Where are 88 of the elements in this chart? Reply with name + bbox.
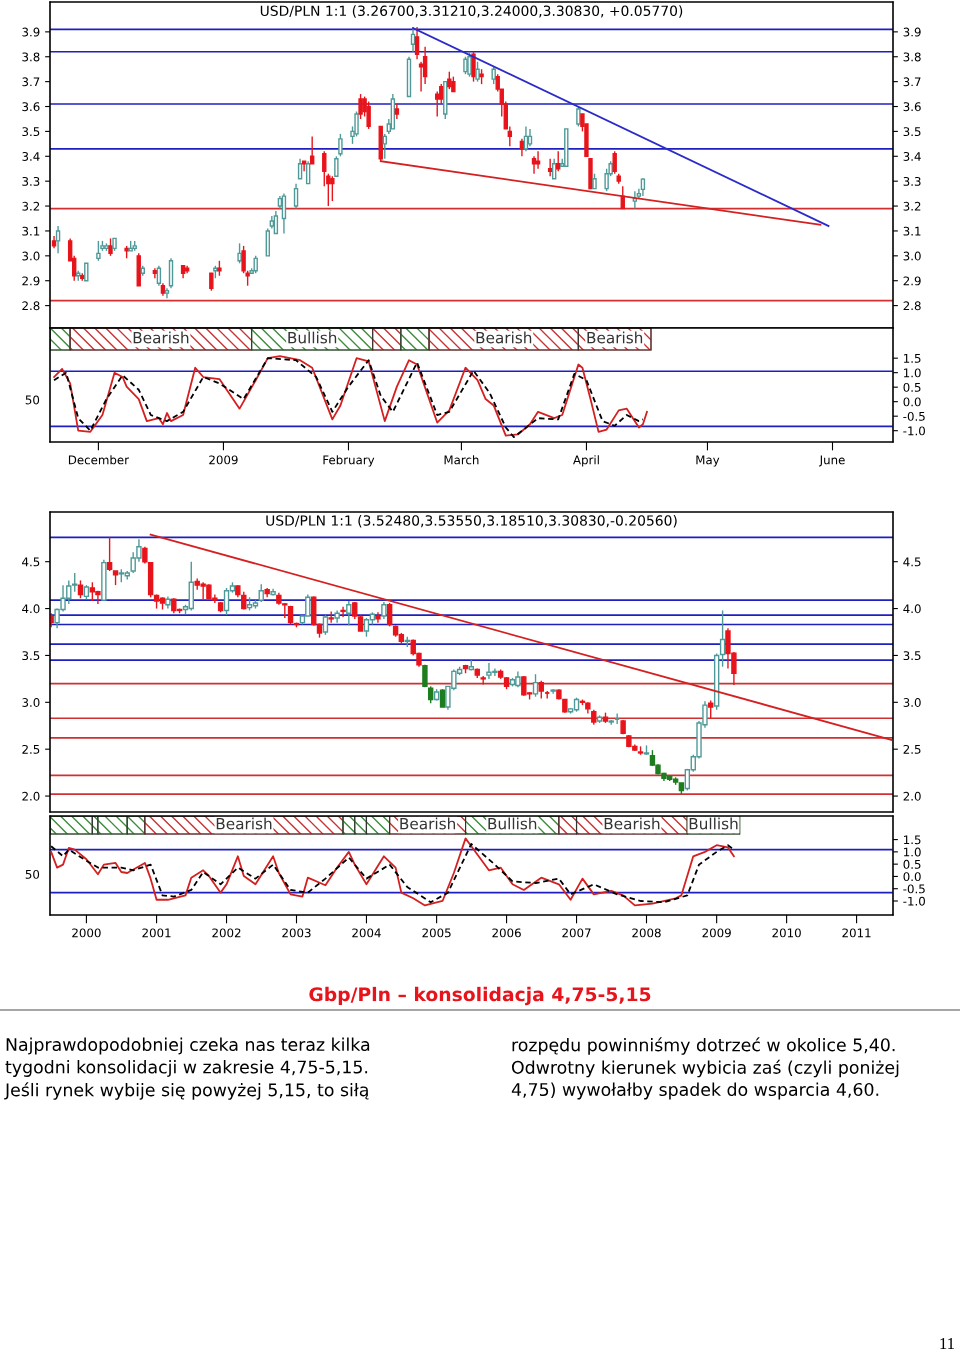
y2-tick-label: 0.0 [903,397,921,407]
y-tick-label: 3.3 [22,176,40,186]
x-tick-label: 2003 [282,928,311,938]
x-tick-label: April [573,455,599,467]
x-tick-label: 2011 [842,928,871,938]
text: tygodni konsolidacji w zakresie 4,75-5,15. [5,1060,368,1077]
band-label: Bullish [288,331,337,344]
x-tick-label: 2004 [352,928,381,938]
text: Gbp/Pln – konsolidacja 4,75-5,15 [309,986,651,1006]
y2-tick-label: 0.0 [903,872,921,882]
y-tick-label: 3.5 [22,127,40,137]
y2-tick-label: 3.3 [903,176,921,186]
y-tick-label: 2.0 [22,791,40,801]
x-tick-label: 2006 [492,928,521,938]
y2-tick-label: -1.0 [903,426,925,436]
y-tick-label: 3.0 [22,698,40,707]
band-label: Bearish [476,331,532,344]
text: Odwrotny kierunek wybicia zaś (czyli poniżej [511,1059,899,1078]
x-tick-label: 2005 [422,928,451,938]
y2-tick-label: 1.5 [904,354,921,363]
y-tick-label: 3.0 [22,251,40,261]
y2-tick-label: 3.5 [903,651,921,661]
y2-tick-label: 1.0 [904,368,921,378]
y-tick-label: 3.8 [22,52,40,62]
x-tick-label: March [444,455,479,465]
x-tick-label: February [323,455,375,467]
y2-tick-label: 0.5 [903,382,921,392]
y-tick-label: 3.9 [22,27,40,37]
y2-tick-label: 4.5 [903,557,921,567]
text: Jeśli rynek wybije się powyżej 5,15, to siłą [4,1082,369,1100]
text: 4,75) wywołałby spadek do wsparcia 4,60. [511,1082,879,1100]
y2-tick-label: -0.5 [903,884,925,894]
y2-tick-label: -1.0 [903,896,925,906]
y2-tick-label: 1.0 [904,847,921,857]
y2-tick-label: 3.7 [903,77,921,87]
y-tick-label: 4.0 [22,604,40,614]
x-tick-label: 2008 [632,928,661,938]
text: rozpędu powinniśmy dotrzeć w okolice 5,40. [512,1037,895,1055]
x-tick-label: 2002 [212,928,241,938]
band-label: Bearish [133,331,189,344]
y-tick-label: 2.9 [22,276,40,286]
y-tick-label: 3.6 [22,102,40,112]
text: 50 [25,869,40,879]
x-tick-label: June [819,455,845,467]
y-tick-label: 4.5 [22,557,40,567]
y2-tick-label: 3.5 [903,127,921,137]
y2-tick-label: 3.4 [903,152,921,161]
band-label: Bearish [216,817,272,830]
text: 50 [25,395,40,405]
y-tick-label: 2.8 [22,301,40,311]
y2-tick-label: 3.1 [903,226,921,236]
band-label: Bearish [400,817,456,830]
y2-tick-label: 2.8 [903,301,921,311]
text: Najprawdopodobniej czeka nas teraz kilka [6,1037,370,1055]
x-tick-label: 2001 [142,928,171,938]
band-label: Bearish [604,817,660,830]
y-tick-label: 3.4 [22,152,40,161]
y2-tick-label: 2.0 [903,791,921,801]
y-tick-label: 3.7 [22,77,40,87]
x-tick-label: 2009 [209,455,238,465]
y2-tick-label: 3.9 [903,27,921,37]
x-tick-label: 2007 [562,928,591,938]
x-tick-label: 2000 [72,928,101,938]
band-label: Bullish [689,817,738,830]
y2-tick-label: 3.0 [903,698,921,707]
y2-tick-label: -0.5 [903,411,925,421]
x-tick-label: 2010 [772,928,801,938]
y-tick-label: 3.2 [22,201,40,211]
y2-tick-label: 0.5 [903,859,921,869]
chart-title: USD/PLN 1:1 (3.52480,3.53550,3.18510,3.30830,-0.20560) [266,515,677,528]
y-tick-label: 3.1 [22,226,40,236]
y2-tick-label: 4.0 [903,604,921,614]
y2-tick-label: 3.2 [903,201,921,211]
y2-tick-label: 3.0 [903,251,921,261]
y2-tick-label: 3.6 [903,102,921,112]
y-tick-label: 3.5 [22,651,40,661]
text: 11 [940,1338,954,1350]
y-tick-label: 2.5 [22,744,40,754]
y2-tick-label: 2.5 [903,744,921,754]
x-tick-label: 2009 [702,928,731,938]
chart-title: USD/PLN 1:1 (3.26700,3.31210,3.24000,3.30830, +0.05770) [260,5,683,18]
x-tick-label: December [68,455,130,465]
x-tick-label: May [696,455,720,467]
band-label: Bullish [488,817,537,830]
y2-tick-label: 3.8 [903,52,921,62]
band-label: Bearish [587,331,643,344]
y2-tick-label: 2.9 [903,276,921,286]
y2-tick-label: 1.5 [904,835,921,845]
